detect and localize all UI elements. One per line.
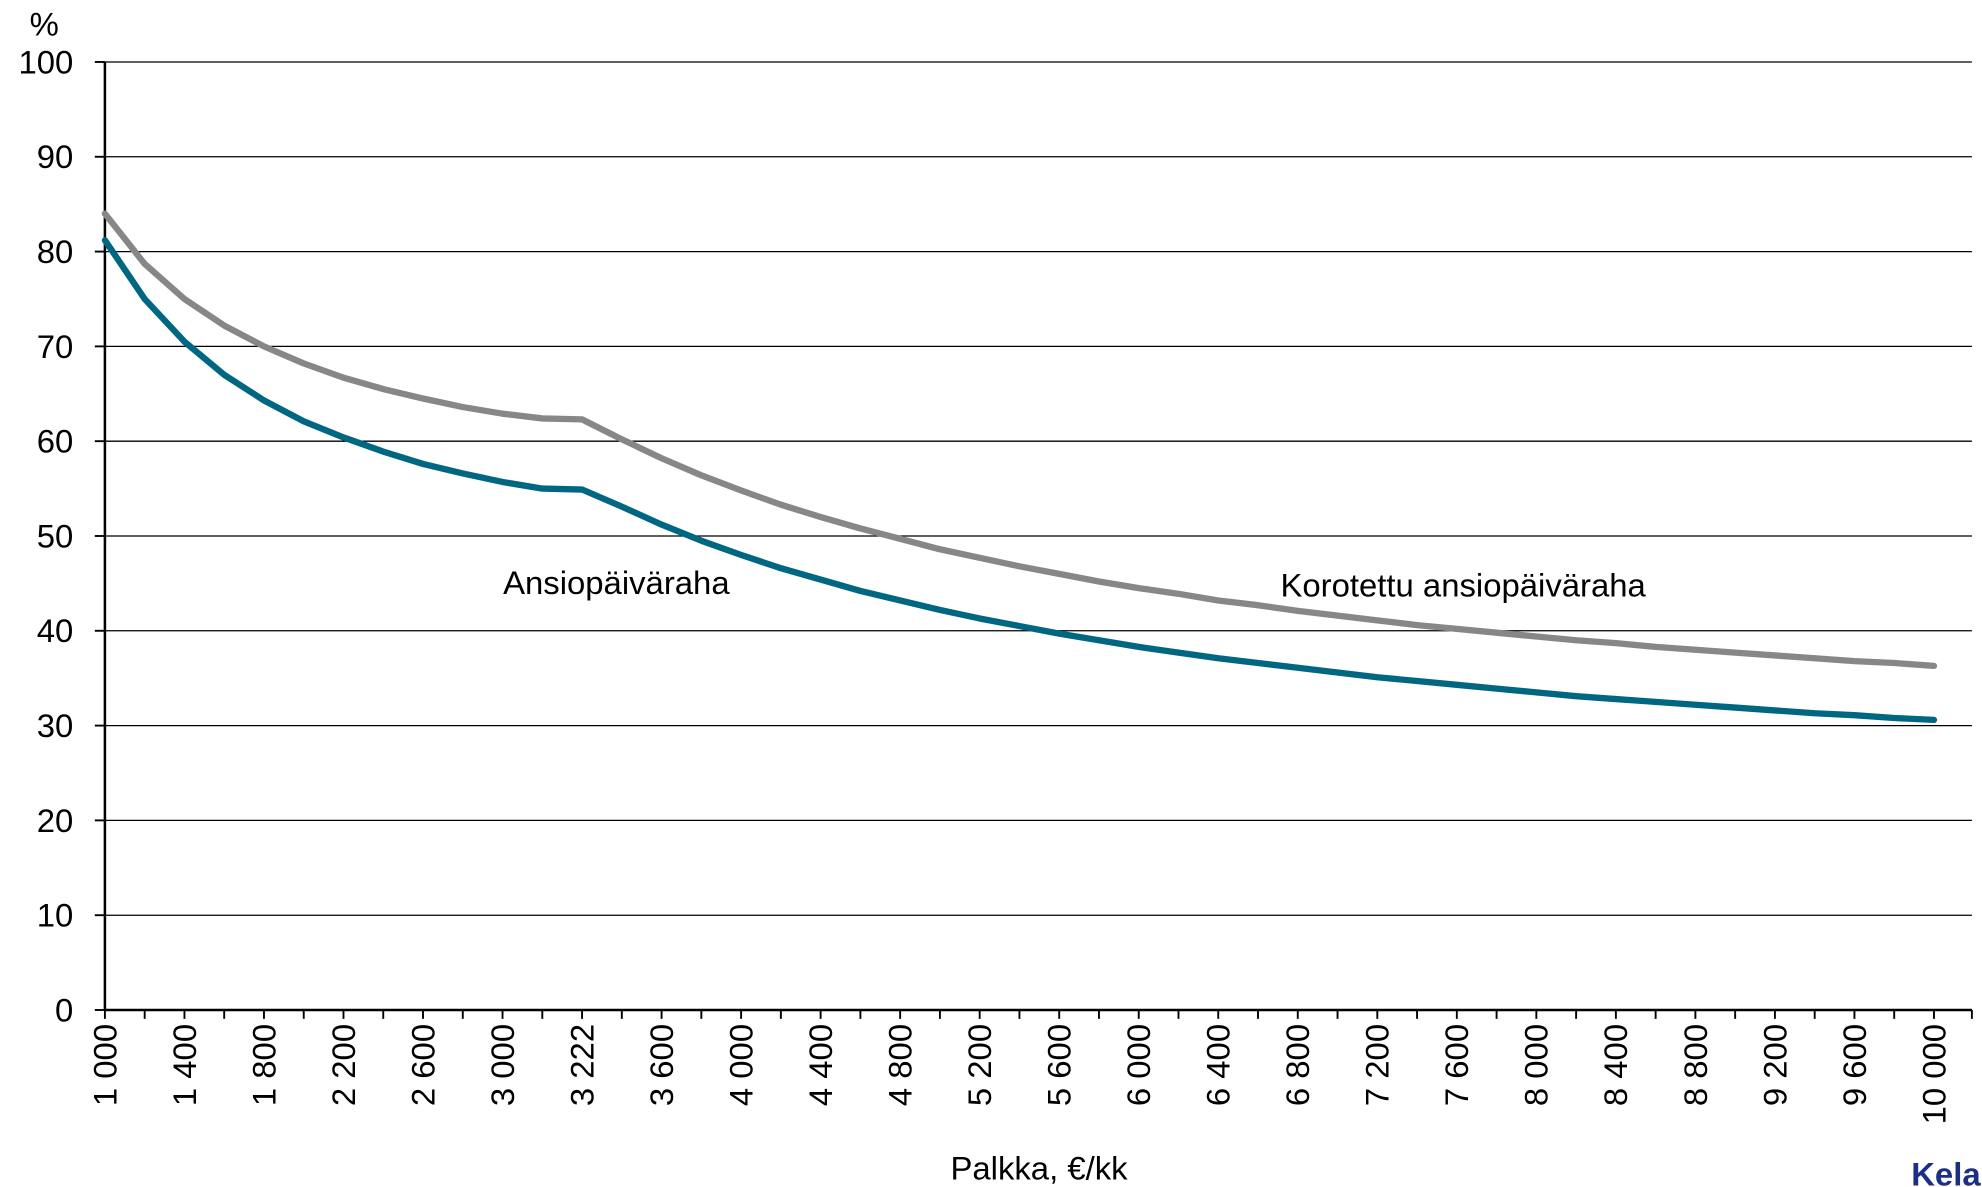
y-tick-label: 100 — [18, 43, 73, 80]
x-tick-label: 2 600 — [404, 1024, 441, 1106]
series-label: Ansiopäiväraha — [503, 564, 730, 601]
x-tick-label: 7 600 — [1438, 1024, 1475, 1106]
x-tick-label: 8 400 — [1597, 1024, 1634, 1106]
series-label: Korotettu ansiopäiväraha — [1280, 567, 1646, 604]
y-tick-label: 50 — [37, 517, 74, 554]
x-tick-label: 1 400 — [166, 1024, 203, 1106]
x-tick-label: 1 000 — [86, 1024, 123, 1106]
x-tick-label: 6 800 — [1279, 1024, 1316, 1106]
x-tick-label: 9 200 — [1756, 1024, 1793, 1106]
x-tick-label: 9 600 — [1836, 1024, 1873, 1106]
x-tick-label: 3 600 — [643, 1024, 680, 1106]
y-tick-label: 90 — [37, 138, 74, 175]
x-tick-label: 6 000 — [1120, 1024, 1157, 1106]
x-tick-label: 8 800 — [1677, 1024, 1714, 1106]
x-tick-label: 8 000 — [1518, 1024, 1555, 1106]
x-tick-label: 2 200 — [325, 1024, 362, 1106]
y-tick-label: 30 — [37, 707, 74, 744]
series-line — [101, 210, 1938, 670]
x-tick-label: 4 000 — [722, 1024, 759, 1106]
x-tick-label: 5 600 — [1041, 1024, 1078, 1106]
y-unit: % — [30, 5, 59, 42]
y-tick-label: 0 — [55, 991, 73, 1028]
x-tick-label: 1 800 — [245, 1024, 282, 1106]
x-tick-label: 10 000 — [1915, 1024, 1952, 1125]
y-tick-label: 70 — [37, 328, 74, 365]
x-tick-label: 4 800 — [882, 1024, 919, 1106]
logo: Kela — [1911, 1156, 1981, 1187]
x-tick-label: 3 000 — [484, 1024, 521, 1106]
x-tick-label: 4 400 — [802, 1024, 839, 1106]
x-tick-label: 7 200 — [1359, 1024, 1396, 1106]
x-tick-label: 5 200 — [961, 1024, 998, 1106]
y-tick-label: 40 — [37, 612, 74, 649]
y-tick-label: 80 — [37, 233, 74, 270]
x-tick-label: 3 222 — [563, 1024, 600, 1106]
y-tick-label: 20 — [37, 802, 74, 839]
y-tick-label: 10 — [37, 897, 74, 934]
x-axis-label: Palkka, €/kk — [950, 1149, 1128, 1186]
x-tick-label: 6 400 — [1200, 1024, 1237, 1106]
series-line — [101, 237, 1938, 724]
y-tick-label: 60 — [37, 423, 74, 460]
